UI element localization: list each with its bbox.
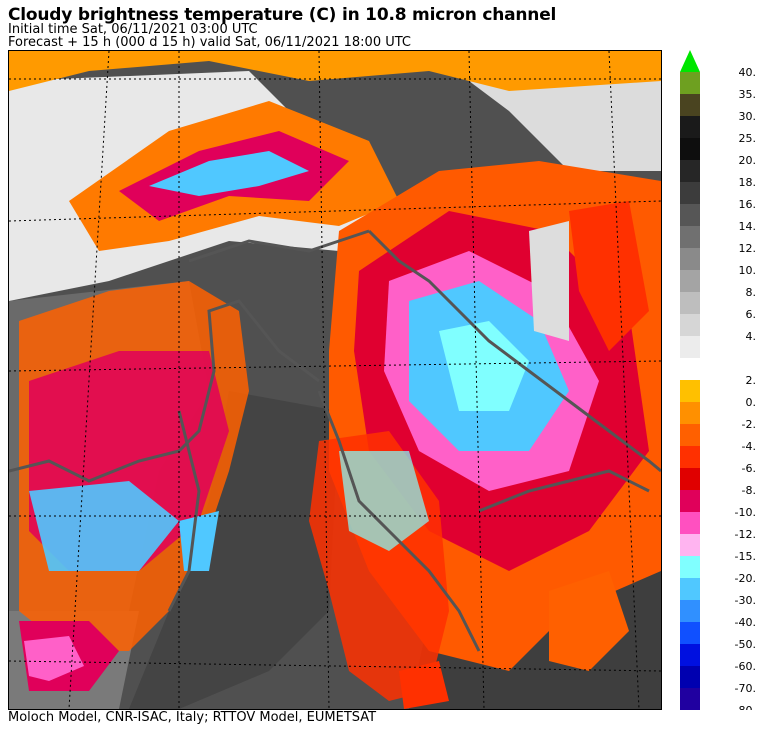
cloud-orange-southeast	[549, 571, 629, 671]
scale-swatch	[680, 512, 700, 534]
scale-swatch	[680, 72, 700, 94]
color-scale-canvas: 40. 35. 30. 25. 20. 18. 16. 14. 12. 10. 8. 6. 4. 2. 0.…	[680, 50, 757, 710]
scale-swatch	[680, 556, 700, 578]
cloud-orange-north	[9, 51, 661, 91]
scale-label: -2.	[742, 418, 756, 431]
scale-swatch	[680, 270, 700, 292]
map-canvas	[9, 51, 661, 709]
forecast-time: Forecast + 15 h (000 d 15 h) valid Sat, …	[8, 35, 412, 50]
scale-label: -50.	[735, 638, 756, 651]
coastlines	[9, 229, 661, 652]
scale-label: 20.	[739, 154, 757, 167]
scale-label: 16.	[739, 198, 757, 211]
scale-label: -6.	[742, 462, 756, 475]
scale-top-arrow	[680, 50, 700, 72]
cloud-pink-southwest	[24, 636, 84, 681]
scale-label: -4.	[742, 440, 756, 453]
scale-swatch	[680, 666, 700, 688]
sea-tyrrhenian	[129, 391, 339, 709]
scale-label: 18.	[739, 176, 757, 189]
cloud-cyan-alps	[149, 151, 309, 196]
scale-label: 12.	[739, 242, 757, 255]
scale-swatch	[680, 622, 700, 644]
scale-swatch	[680, 336, 700, 358]
scale-swatch	[680, 446, 700, 468]
scale-label: 10.	[739, 264, 757, 277]
cloud-red-south	[399, 661, 449, 709]
scale-label: -20.	[735, 572, 756, 585]
chart-title: Cloudy brightness temperature (C) in 10.…	[8, 5, 557, 25]
scale-swatch	[680, 94, 700, 116]
scale-label: 8.	[746, 286, 757, 299]
scale-swatch	[680, 204, 700, 226]
cloud-white-east-gap	[529, 221, 569, 341]
scale-swatch	[680, 226, 700, 248]
scale-swatch	[680, 578, 700, 600]
scale-label: 30.	[739, 110, 757, 123]
scale-swatch	[680, 314, 700, 336]
scale-swatch	[680, 600, 700, 622]
cloud-cyan-south-italy	[339, 451, 429, 551]
scale-swatch	[680, 380, 700, 402]
initial-time: Initial time Sat, 06/11/2021 03:00 UTC	[8, 22, 258, 37]
scale-swatch	[680, 468, 700, 490]
scale-swatch	[680, 182, 700, 204]
scale-swatch	[680, 688, 700, 710]
scale-swatch	[680, 292, 700, 314]
satellite-map	[8, 50, 662, 710]
color-scale: 40. 35. 30. 25. 20. 18. 16. 14. 12. 10. 8. 6. 4. 2. 0.…	[678, 50, 760, 710]
graticule	[9, 51, 661, 709]
scale-label: -12.	[735, 528, 756, 541]
scale-swatch	[680, 138, 700, 160]
cloud-cyan-west	[29, 481, 179, 571]
scale-swatch	[680, 402, 700, 424]
scale-label: -40.	[735, 616, 756, 629]
cloud-cyan-sardinia	[179, 511, 219, 571]
model-credit: Moloch Model, CNR-ISAC, Italy; RTTOV Mod…	[8, 710, 377, 725]
scale-label: -15.	[735, 550, 756, 563]
scale-label: 0.	[746, 396, 757, 409]
scale-swatch	[680, 644, 700, 666]
scale-label: -8.	[742, 484, 756, 497]
scale-swatch	[680, 424, 700, 446]
scale-label: -80.	[735, 704, 756, 710]
scale-swatch	[680, 160, 700, 182]
cloud-red-northeast	[569, 201, 649, 351]
cloud-lightcyan-adriatic	[439, 321, 529, 411]
scale-label: -10.	[735, 506, 756, 519]
scale-label: -70.	[735, 682, 756, 695]
scale-swatch	[680, 490, 700, 512]
scale-label: 4.	[746, 330, 757, 343]
scale-swatch	[680, 248, 700, 270]
scale-label: 14.	[739, 220, 757, 233]
scale-label: -30.	[735, 594, 756, 607]
scale-label: 35.	[739, 88, 757, 101]
scale-label: 40.	[739, 66, 757, 79]
scale-label: 2.	[746, 374, 757, 387]
scale-swatch	[680, 534, 700, 556]
scale-label: 6.	[746, 308, 757, 321]
scale-label: -60.	[735, 660, 756, 673]
scale-swatch	[680, 116, 700, 138]
scale-label: 25.	[739, 132, 757, 145]
